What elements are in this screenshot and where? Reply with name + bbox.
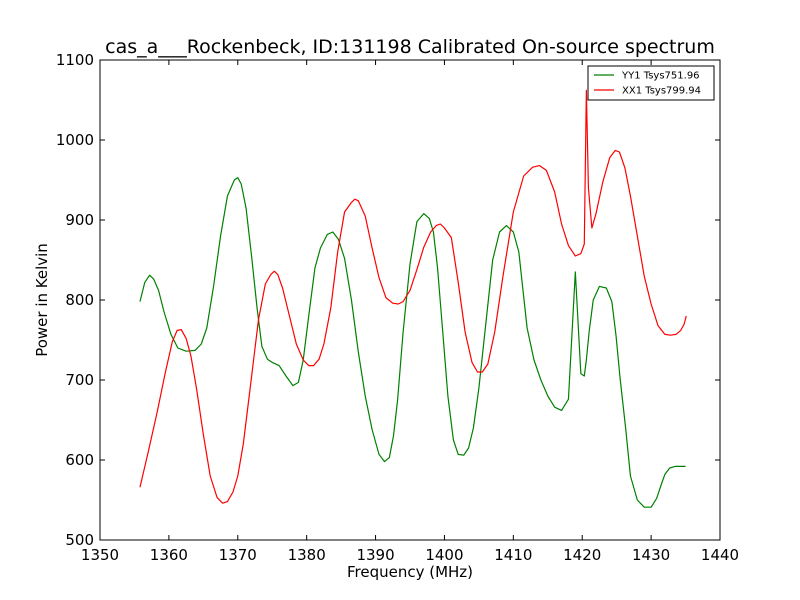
x-tick-label: 1360: [150, 546, 188, 564]
x-tick-label: 1380: [288, 546, 326, 564]
legend-box: [587, 65, 715, 101]
y-tick-label: 500: [65, 531, 94, 549]
legend: YY1 Tsys751.96 XX1 Tsys799.94: [587, 65, 715, 101]
y-tick-label: 700: [65, 371, 94, 389]
plot-frame: [99, 59, 721, 541]
chart-title: cas_a___Rockenbeck, ID:131198 Calibrated…: [105, 36, 715, 58]
y-tick-label: 800: [65, 291, 94, 309]
x-tick-label: 1410: [494, 546, 532, 564]
x-axis: 1350 1360 1370 1380 1390 1400 1410 1420 1430 1440: [81, 60, 739, 564]
series-line-yy1: [139, 177, 686, 508]
legend-label-yy1: YY1 Tsys751.96: [621, 71, 700, 82]
plot-area: [139, 89, 687, 508]
legend-label-xx1: XX1 Tsys799.94: [622, 86, 701, 97]
x-axis-label: Frequency (MHz): [347, 563, 473, 581]
y-tick-label: 1000: [56, 131, 94, 149]
y-tick-label: 900: [65, 211, 94, 229]
x-tick-label: 1400: [425, 546, 463, 564]
x-tick-label: 1370: [219, 546, 257, 564]
x-tick-label: 1350: [81, 546, 119, 564]
y-tick-label: 600: [65, 451, 94, 469]
y-axis-label: Power in Kelvin: [33, 243, 51, 357]
y-tick-label: 1100: [56, 51, 94, 69]
x-tick-label: 1390: [356, 546, 394, 564]
x-tick-label: 1430: [632, 546, 670, 564]
x-tick-label: 1440: [701, 546, 739, 564]
series-line-xx1: [139, 89, 687, 504]
x-tick-label: 1420: [563, 546, 601, 564]
